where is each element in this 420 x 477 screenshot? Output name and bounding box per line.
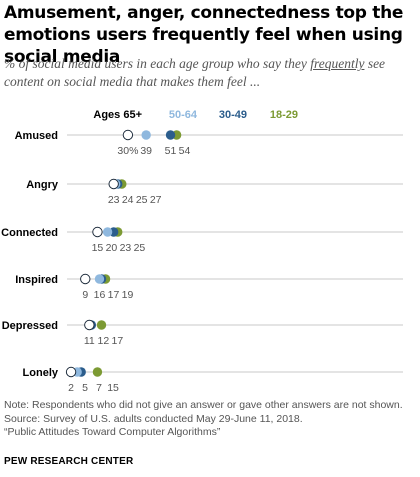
data-point bbox=[102, 227, 113, 237]
category-label: Amused bbox=[15, 130, 58, 142]
data-point bbox=[141, 130, 151, 140]
organization-name: PEW RESEARCH CENTER bbox=[4, 456, 134, 467]
category-label: Angry bbox=[26, 179, 59, 191]
subtitle-emphasis: frequently bbox=[310, 56, 365, 71]
legend-label: Ages 65+ bbox=[93, 109, 142, 121]
value-label: 7 bbox=[96, 382, 102, 394]
value-label: 12 bbox=[97, 335, 109, 347]
value-label: 23 bbox=[120, 242, 132, 254]
value-label: 2 bbox=[68, 382, 74, 394]
category-label: Inspired bbox=[15, 274, 58, 286]
value-label: 24 bbox=[122, 194, 134, 206]
legend-label: 30-49 bbox=[219, 109, 247, 121]
value-label: 30% bbox=[117, 145, 138, 157]
value-label: 15 bbox=[92, 242, 104, 254]
data-point bbox=[122, 129, 134, 141]
value-label: 5 bbox=[82, 382, 88, 394]
value-label: 11 bbox=[84, 335, 95, 347]
category-label: Lonely bbox=[23, 367, 59, 379]
value-label: 25 bbox=[136, 194, 148, 206]
data-point bbox=[165, 130, 176, 140]
value-label: 20 bbox=[106, 242, 118, 254]
data-point bbox=[94, 274, 105, 284]
data-point bbox=[108, 178, 119, 190]
value-label: 54 bbox=[179, 145, 191, 157]
data-point bbox=[84, 319, 95, 331]
value-label: 15 bbox=[107, 382, 119, 394]
value-label: 27 bbox=[150, 194, 162, 206]
data-point bbox=[80, 273, 91, 285]
report-title: “Public Attitudes Toward Computer Algori… bbox=[4, 426, 221, 438]
value-label: 9 bbox=[82, 289, 88, 301]
legend-label: 50-64 bbox=[169, 109, 198, 121]
data-point bbox=[92, 367, 103, 377]
note-text: Note: Respondents who did not give an an… bbox=[4, 399, 403, 411]
data-point bbox=[96, 320, 107, 330]
value-label: 16 bbox=[94, 289, 106, 301]
data-point bbox=[92, 226, 103, 238]
value-label: 17 bbox=[108, 289, 120, 301]
value-label: 19 bbox=[122, 289, 134, 301]
dot-plot: Ages 65+ 50-64 30-49 18-29 Amused Angry Connec… bbox=[1, 109, 403, 394]
chart-notes: Note: Respondents who did not give an an… bbox=[4, 399, 416, 440]
category-label: Depressed bbox=[2, 320, 58, 332]
subtitle-text-end: see content on social media that makes t… bbox=[4, 56, 386, 89]
category-label: Connected bbox=[1, 227, 58, 239]
chart-subtitle: % of social media users in each age grou… bbox=[4, 55, 409, 91]
source-text: Source: Survey of U.S. adults conducted … bbox=[4, 412, 303, 425]
value-label: 25 bbox=[134, 242, 146, 254]
subtitle-text: % of social media users in each age grou… bbox=[4, 56, 311, 71]
chart-title: Amusement, anger, connectedness top the … bbox=[4, 3, 404, 67]
data-point bbox=[65, 366, 77, 378]
legend-label: 18-29 bbox=[270, 109, 298, 121]
value-label: 39 bbox=[140, 145, 152, 157]
value-label: 23 bbox=[108, 194, 120, 206]
value-label: 51 bbox=[165, 145, 177, 157]
value-label: 17 bbox=[111, 335, 123, 347]
